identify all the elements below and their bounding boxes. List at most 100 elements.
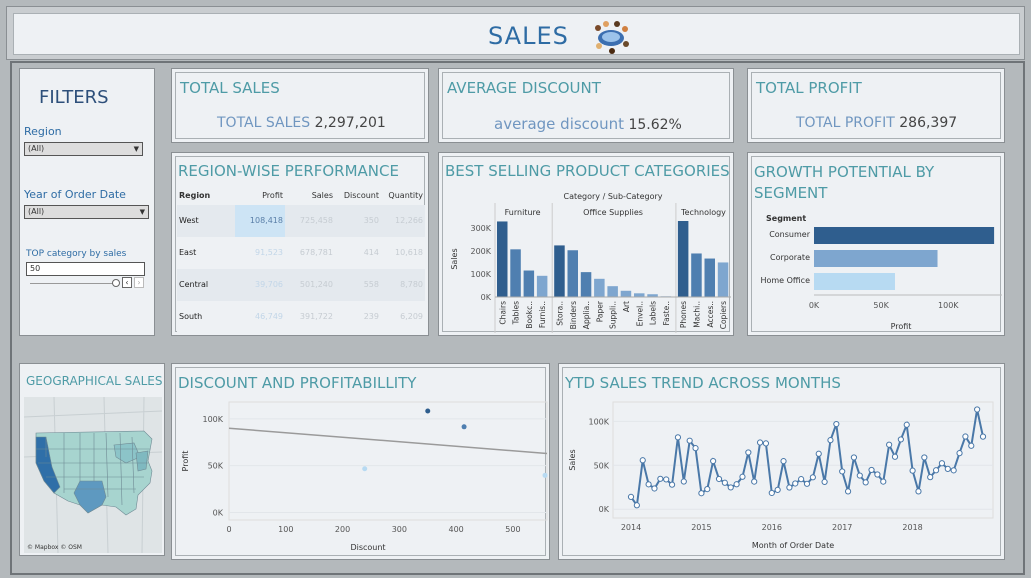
line-point[interactable]	[891, 453, 899, 460]
line-point[interactable]	[745, 449, 752, 456]
line-point[interactable]	[850, 454, 858, 461]
line-point[interactable]	[645, 481, 652, 488]
slider-next-button[interactable]: ›	[134, 277, 144, 288]
bar[interactable]	[607, 286, 618, 297]
line-point[interactable]	[792, 480, 799, 487]
year-dropdown[interactable]: (All) ▼	[24, 205, 149, 219]
line-point[interactable]	[815, 450, 822, 457]
line-point[interactable]	[762, 440, 770, 447]
line-point[interactable]	[698, 490, 705, 497]
line-point[interactable]	[950, 467, 957, 474]
line-point[interactable]	[710, 457, 717, 465]
line-point[interactable]	[921, 454, 928, 461]
table-row[interactable]: South 46,749 391,722 239 6,209	[177, 301, 425, 333]
bar[interactable]	[594, 278, 605, 297]
table-header-cell[interactable]: Region	[179, 191, 211, 200]
line-point[interactable]	[938, 460, 946, 467]
slider-prev-button[interactable]: ‹	[122, 277, 132, 288]
bar[interactable]	[677, 221, 689, 297]
line-point[interactable]	[821, 478, 828, 485]
line-point[interactable]	[715, 475, 723, 483]
line-point[interactable]	[651, 485, 658, 492]
slider-handle[interactable]	[112, 279, 120, 287]
scatter-point[interactable]	[461, 424, 467, 430]
bar[interactable]	[647, 294, 658, 297]
table-header-cell[interactable]: Profit	[262, 191, 283, 200]
scatter-point[interactable]	[542, 472, 548, 478]
bar[interactable]	[554, 245, 565, 297]
line-point[interactable]	[844, 488, 852, 495]
line-point[interactable]	[639, 457, 646, 464]
line-point[interactable]	[862, 479, 869, 486]
bar[interactable]	[704, 258, 716, 297]
top-category-slider-track[interactable]	[30, 283, 118, 284]
line-point[interactable]	[827, 437, 834, 444]
line-point[interactable]	[809, 474, 816, 481]
bar[interactable]	[497, 221, 508, 297]
line-point[interactable]	[833, 420, 840, 428]
line-point[interactable]	[692, 445, 699, 452]
segment-bar[interactable]	[814, 250, 938, 267]
bar[interactable]	[634, 293, 645, 297]
us-map[interactable]: © Mapbox © OSM	[24, 397, 162, 553]
table-row[interactable]: Central 39,706 501,240 558 8,780	[177, 269, 425, 301]
line-point[interactable]	[663, 476, 670, 483]
line-point[interactable]	[874, 471, 881, 478]
bar[interactable]	[580, 272, 592, 297]
bar[interactable]	[567, 250, 579, 297]
line-point[interactable]	[803, 480, 811, 487]
line-point[interactable]	[903, 421, 910, 428]
line-point[interactable]	[668, 481, 676, 488]
line-point[interactable]	[886, 441, 893, 448]
table-row[interactable]: East 91,523 678,781 414 10,618	[177, 237, 425, 269]
line-point[interactable]	[880, 478, 887, 485]
line-point[interactable]	[968, 442, 975, 449]
table-header-cell[interactable]: Discount	[343, 191, 379, 200]
line-point[interactable]	[739, 473, 746, 480]
line-point[interactable]	[932, 467, 940, 474]
line-point[interactable]	[979, 433, 987, 440]
line-point[interactable]	[680, 478, 687, 485]
line-point[interactable]	[798, 476, 805, 483]
line-point[interactable]	[956, 450, 963, 457]
line-point[interactable]	[627, 493, 635, 501]
line-point[interactable]	[727, 484, 734, 491]
table-header-cell[interactable]: Quantity	[388, 191, 423, 200]
line-point[interactable]	[733, 481, 740, 488]
line-point[interactable]	[927, 474, 934, 481]
bar[interactable]	[510, 249, 521, 297]
table-row[interactable]: West 108,418 725,458 350 12,266	[177, 205, 425, 237]
segment-bar[interactable]	[814, 227, 995, 244]
scatter-point[interactable]	[362, 466, 368, 472]
bar[interactable]	[523, 270, 535, 297]
line-point[interactable]	[909, 467, 916, 474]
line-point[interactable]	[751, 478, 758, 485]
bar[interactable]	[691, 253, 702, 297]
line-point[interactable]	[674, 434, 682, 441]
line-point[interactable]	[868, 466, 875, 474]
line-point[interactable]	[686, 437, 693, 444]
line-point[interactable]	[657, 475, 664, 482]
line-point[interactable]	[633, 502, 640, 509]
line-point[interactable]	[897, 436, 904, 443]
line-point[interactable]	[721, 479, 728, 486]
line-point[interactable]	[774, 486, 781, 493]
scatter-point[interactable]	[425, 408, 431, 414]
line-point[interactable]	[786, 484, 793, 491]
line-point[interactable]	[944, 465, 951, 472]
region-dropdown[interactable]: (All) ▼	[24, 142, 143, 156]
bar[interactable]	[620, 290, 632, 297]
line-point[interactable]	[704, 485, 711, 493]
line-point[interactable]	[756, 439, 764, 446]
line-point[interactable]	[839, 468, 846, 475]
line-point[interactable]	[768, 489, 775, 497]
line-point[interactable]	[856, 472, 863, 479]
top-category-input[interactable]: 50	[26, 262, 145, 276]
line-point[interactable]	[962, 433, 969, 440]
segment-bar[interactable]	[814, 273, 895, 290]
bar[interactable]	[536, 275, 548, 297]
line-point[interactable]	[915, 488, 922, 495]
bar[interactable]	[717, 262, 729, 297]
line-point[interactable]	[974, 406, 981, 413]
table-header-cell[interactable]: Sales	[311, 191, 333, 200]
